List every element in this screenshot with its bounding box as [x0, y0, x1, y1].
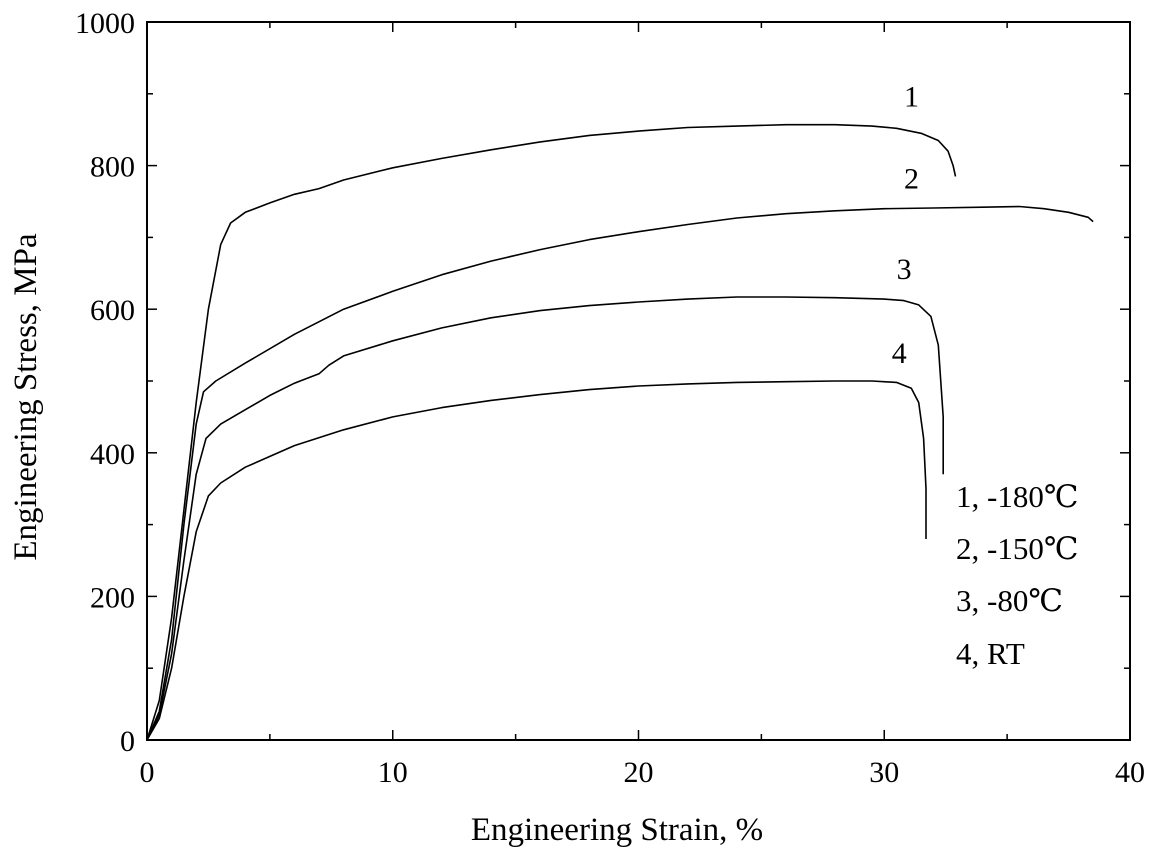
series-line-1	[147, 125, 956, 740]
y-tick-label: 400	[90, 438, 135, 471]
legend: 1, -180℃ 2, -150℃ 3, -80℃ 4, RT	[956, 479, 1079, 671]
y-tick-label: 1000	[75, 7, 135, 40]
series-line-3	[147, 297, 943, 740]
y-tick-label: 0	[120, 725, 135, 758]
x-tick-label: 0	[140, 756, 155, 789]
x-tick-label: 20	[624, 756, 654, 789]
x-tick-label: 30	[869, 756, 899, 789]
plot-border	[147, 22, 1130, 740]
y-axis-label: Engineering Stress, MPa	[8, 233, 44, 561]
series-line-2	[147, 207, 1093, 741]
curve-label-3: 3	[897, 253, 912, 286]
x-tick-label: 40	[1115, 756, 1145, 789]
curve-label-2: 2	[904, 163, 919, 196]
series-line-4	[147, 381, 926, 740]
legend-entry-3: 3, -80℃	[956, 583, 1063, 618]
y-tick-label: 800	[90, 151, 135, 184]
x-axis-label: Engineering Strain, %	[471, 812, 763, 848]
y-tick-label: 200	[90, 581, 135, 614]
curve-label-1: 1	[904, 81, 919, 114]
axis-ticks: 01020304002004006008001000	[75, 7, 1145, 789]
legend-entry-2: 2, -150℃	[956, 531, 1079, 566]
legend-entry-4: 4, RT	[956, 636, 1025, 671]
legend-entry-1: 1, -180℃	[956, 479, 1079, 514]
curve-label-4: 4	[892, 337, 907, 370]
y-tick-label: 600	[90, 294, 135, 327]
curve-labels: 1 2 3 4	[892, 81, 919, 370]
series-group	[147, 125, 1093, 740]
x-tick-label: 10	[378, 756, 408, 789]
plot-frame	[147, 22, 1130, 740]
